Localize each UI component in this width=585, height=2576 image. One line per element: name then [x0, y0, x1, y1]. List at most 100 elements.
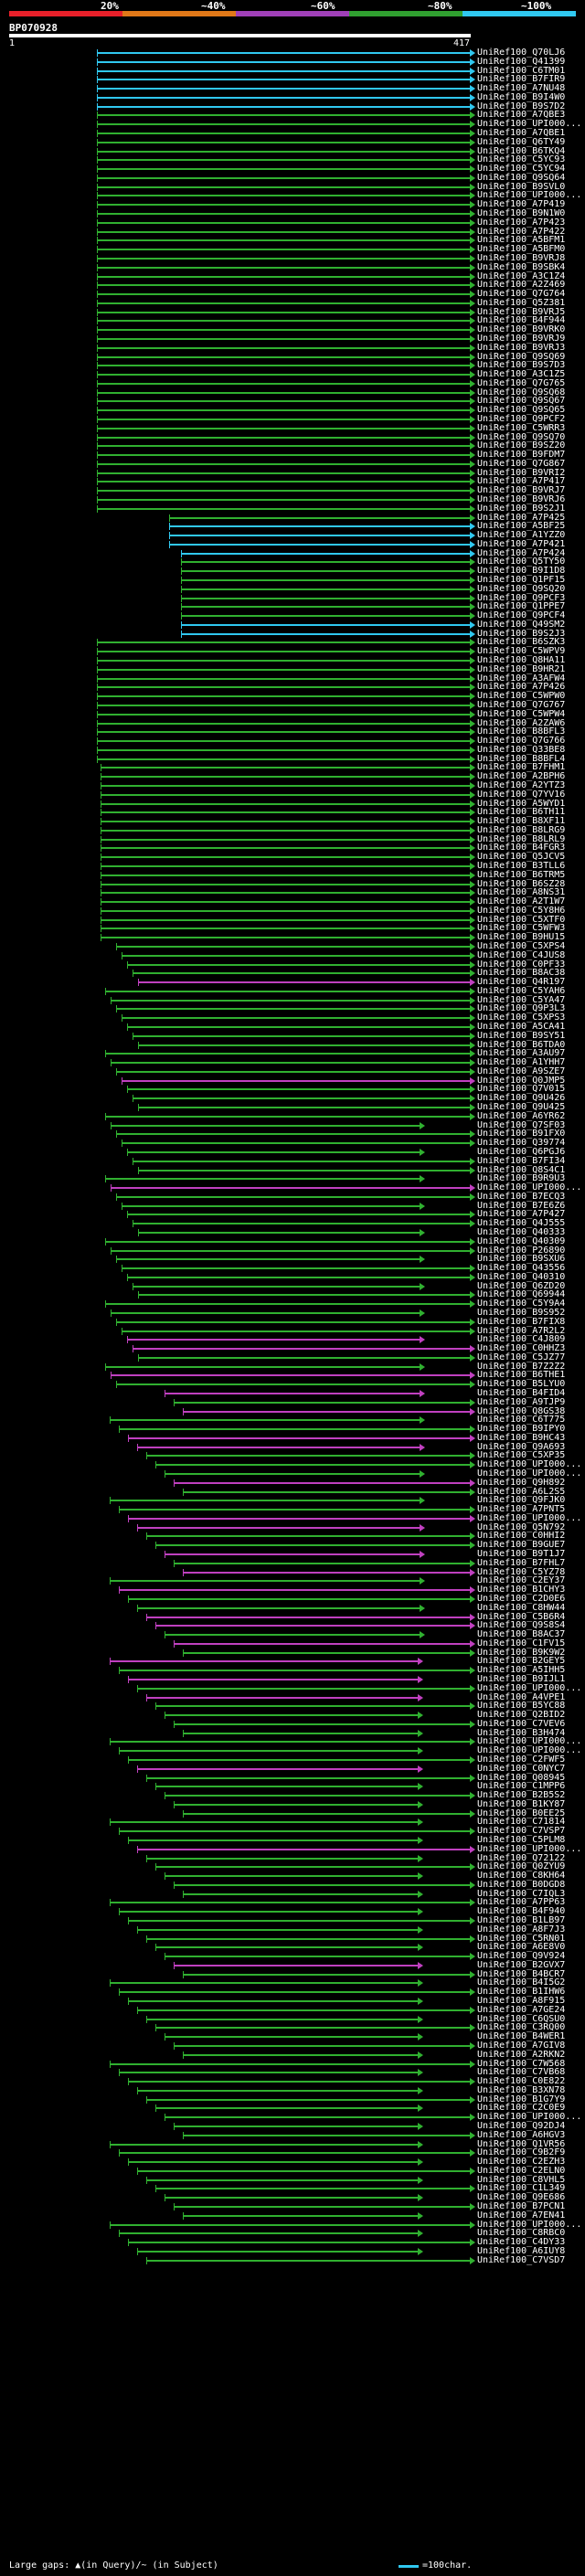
- hit-bar[interactable]: [137, 2009, 471, 2011]
- hit-id-link[interactable]: UniRef100_B5YC88: [477, 1701, 566, 1712]
- hit-bar[interactable]: [97, 275, 471, 278]
- hit-id-link[interactable]: UniRef100_Q0JMP5: [477, 1075, 566, 1086]
- hit-bar[interactable]: [174, 1401, 471, 1404]
- hit-bar[interactable]: [127, 963, 471, 966]
- hit-bar[interactable]: [146, 1616, 471, 1618]
- hit-bar[interactable]: [128, 1436, 471, 1439]
- hit-bar[interactable]: [97, 758, 471, 760]
- hit-bar[interactable]: [122, 1267, 471, 1270]
- hit-bar[interactable]: [97, 490, 471, 493]
- hit-id-link[interactable]: UniRef100_C1MPP6: [477, 1781, 566, 1792]
- hit-id-link[interactable]: UniRef100_Q9SQ69: [477, 351, 566, 362]
- hit-bar[interactable]: [146, 2018, 419, 2020]
- hit-id-link[interactable]: UniRef100_B7E6Z6: [477, 1200, 566, 1211]
- hit-id-link[interactable]: UniRef100_A6IUY8: [477, 2245, 566, 2256]
- hit-id-link[interactable]: UniRef100_Q2BID2: [477, 1710, 566, 1721]
- hit-id-link[interactable]: UniRef100_B9SY51: [477, 1030, 566, 1041]
- hit-id-link[interactable]: UniRef100_A6YR62: [477, 1110, 566, 1121]
- hit-id-link[interactable]: UniRef100_Q9H892: [477, 1477, 566, 1488]
- hit-id-link[interactable]: UniRef100_B0DGD8: [477, 1879, 566, 1890]
- hit-bar[interactable]: [155, 1946, 419, 1949]
- hit-id-link[interactable]: UniRef100_A5BF25: [477, 521, 566, 532]
- hit-id-link[interactable]: UniRef100_B9T1J7: [477, 1549, 566, 1560]
- hit-bar[interactable]: [181, 597, 471, 599]
- hit-id-link[interactable]: UniRef100_A7P417: [477, 476, 566, 487]
- hit-id-link[interactable]: UniRef100_P26890: [477, 1245, 566, 1256]
- hit-bar[interactable]: [97, 123, 471, 126]
- hit-bar[interactable]: [183, 1571, 471, 1574]
- hit-bar[interactable]: [111, 1187, 471, 1190]
- hit-id-link[interactable]: UniRef100_A7P427: [477, 1209, 566, 1220]
- hit-bar[interactable]: [183, 1490, 471, 1493]
- hit-id-link[interactable]: UniRef100_B4F940: [477, 1906, 566, 1917]
- hit-bar[interactable]: [116, 946, 471, 948]
- hit-bar[interactable]: [122, 1142, 471, 1145]
- hit-bar[interactable]: [137, 2169, 471, 2172]
- hit-id-link[interactable]: UniRef100_B7PCN1: [477, 2200, 566, 2211]
- hit-bar[interactable]: [97, 266, 471, 269]
- hit-id-link[interactable]: UniRef100_B8BFL4: [477, 753, 566, 764]
- hit-bar[interactable]: [101, 829, 471, 832]
- hit-id-link[interactable]: UniRef100_Q7G764: [477, 289, 566, 300]
- hit-bar[interactable]: [146, 1857, 419, 1860]
- hit-bar[interactable]: [97, 660, 471, 663]
- hit-bar[interactable]: [127, 1276, 471, 1278]
- hit-bar[interactable]: [146, 1937, 471, 1940]
- hit-id-link[interactable]: UniRef100_A6HGV3: [477, 2129, 566, 2140]
- hit-id-link[interactable]: UniRef100_B1CHY3: [477, 1585, 566, 1595]
- hit-bar[interactable]: [128, 1920, 471, 1923]
- hit-bar[interactable]: [119, 1670, 471, 1672]
- hit-bar[interactable]: [97, 176, 471, 179]
- hit-id-link[interactable]: UniRef100_A2RKN2: [477, 2049, 566, 2060]
- hit-id-link[interactable]: UniRef100_A9TJP9: [477, 1396, 566, 1407]
- hit-bar[interactable]: [105, 1115, 471, 1118]
- hit-id-link[interactable]: UniRef100_A3AFW4: [477, 673, 566, 684]
- hit-id-link[interactable]: UniRef100_Q39774: [477, 1138, 566, 1149]
- hit-bar[interactable]: [169, 525, 471, 528]
- hit-id-link[interactable]: UniRef100_B8BFL3: [477, 726, 566, 737]
- hit-bar[interactable]: [97, 302, 471, 304]
- hit-bar[interactable]: [101, 784, 471, 787]
- hit-bar[interactable]: [101, 847, 471, 850]
- hit-id-link[interactable]: UniRef100_A5IHH5: [477, 1665, 566, 1676]
- hit-id-link[interactable]: UniRef100_B8AC37: [477, 1629, 566, 1640]
- hit-bar[interactable]: [116, 1383, 471, 1386]
- hit-id-link[interactable]: UniRef100_B9VRJ5: [477, 306, 566, 317]
- hit-id-link[interactable]: UniRef100_C8HW44: [477, 1602, 566, 1613]
- hit-id-link[interactable]: UniRef100_B9S2J3: [477, 628, 566, 639]
- hit-bar[interactable]: [110, 2143, 419, 2146]
- hit-id-link[interactable]: UniRef100_C0E822: [477, 2076, 566, 2087]
- hit-bar[interactable]: [97, 69, 471, 72]
- hit-bar[interactable]: [183, 1651, 471, 1654]
- hit-bar[interactable]: [116, 1195, 471, 1198]
- hit-bar[interactable]: [97, 249, 471, 251]
- hit-id-link[interactable]: UniRef100_Q7YV16: [477, 789, 566, 800]
- hit-id-link[interactable]: UniRef100_B7FIX8: [477, 1316, 566, 1327]
- hit-id-link[interactable]: UniRef100_Q9SQ64: [477, 172, 566, 183]
- hit-id-link[interactable]: UniRef100_Q9PCF2: [477, 413, 566, 424]
- hit-bar[interactable]: [137, 1606, 420, 1609]
- hit-id-link[interactable]: UniRef100_C5JZ77: [477, 1352, 566, 1362]
- hit-id-link[interactable]: UniRef100_C5Y8H6: [477, 905, 566, 916]
- hit-bar[interactable]: [101, 883, 471, 885]
- hit-id-link[interactable]: UniRef100_Q43556: [477, 1263, 566, 1274]
- hit-id-link[interactable]: UniRef100_C5WPW0: [477, 691, 566, 702]
- hit-id-link[interactable]: UniRef100_Q7G765: [477, 377, 566, 388]
- hit-id-link[interactable]: UniRef100_A6L2S5: [477, 1486, 566, 1497]
- hit-id-link[interactable]: UniRef100_B9VRJ8: [477, 252, 566, 263]
- hit-id-link[interactable]: UniRef100_A5WYD1: [477, 798, 566, 809]
- hit-id-link[interactable]: UniRef100_Q92DJ4: [477, 2120, 566, 2131]
- hit-id-link[interactable]: UniRef100_A2T1W7: [477, 896, 566, 907]
- hit-bar[interactable]: [165, 1634, 420, 1637]
- hit-id-link[interactable]: UniRef100_B9SBK4: [477, 261, 566, 272]
- hit-bar[interactable]: [181, 606, 471, 609]
- hit-bar[interactable]: [119, 2152, 471, 2155]
- hit-bar[interactable]: [181, 615, 471, 618]
- hit-id-link[interactable]: UniRef100_UPI000...: [477, 1512, 582, 1523]
- hit-id-link[interactable]: UniRef100_B9S952: [477, 1307, 566, 1318]
- hit-bar[interactable]: [174, 1481, 471, 1484]
- hit-bar[interactable]: [128, 1678, 419, 1680]
- hit-bar[interactable]: [97, 507, 471, 510]
- hit-id-link[interactable]: UniRef100_C8VHL5: [477, 2174, 566, 2185]
- hit-id-link[interactable]: UniRef100_B1KY87: [477, 1798, 566, 1809]
